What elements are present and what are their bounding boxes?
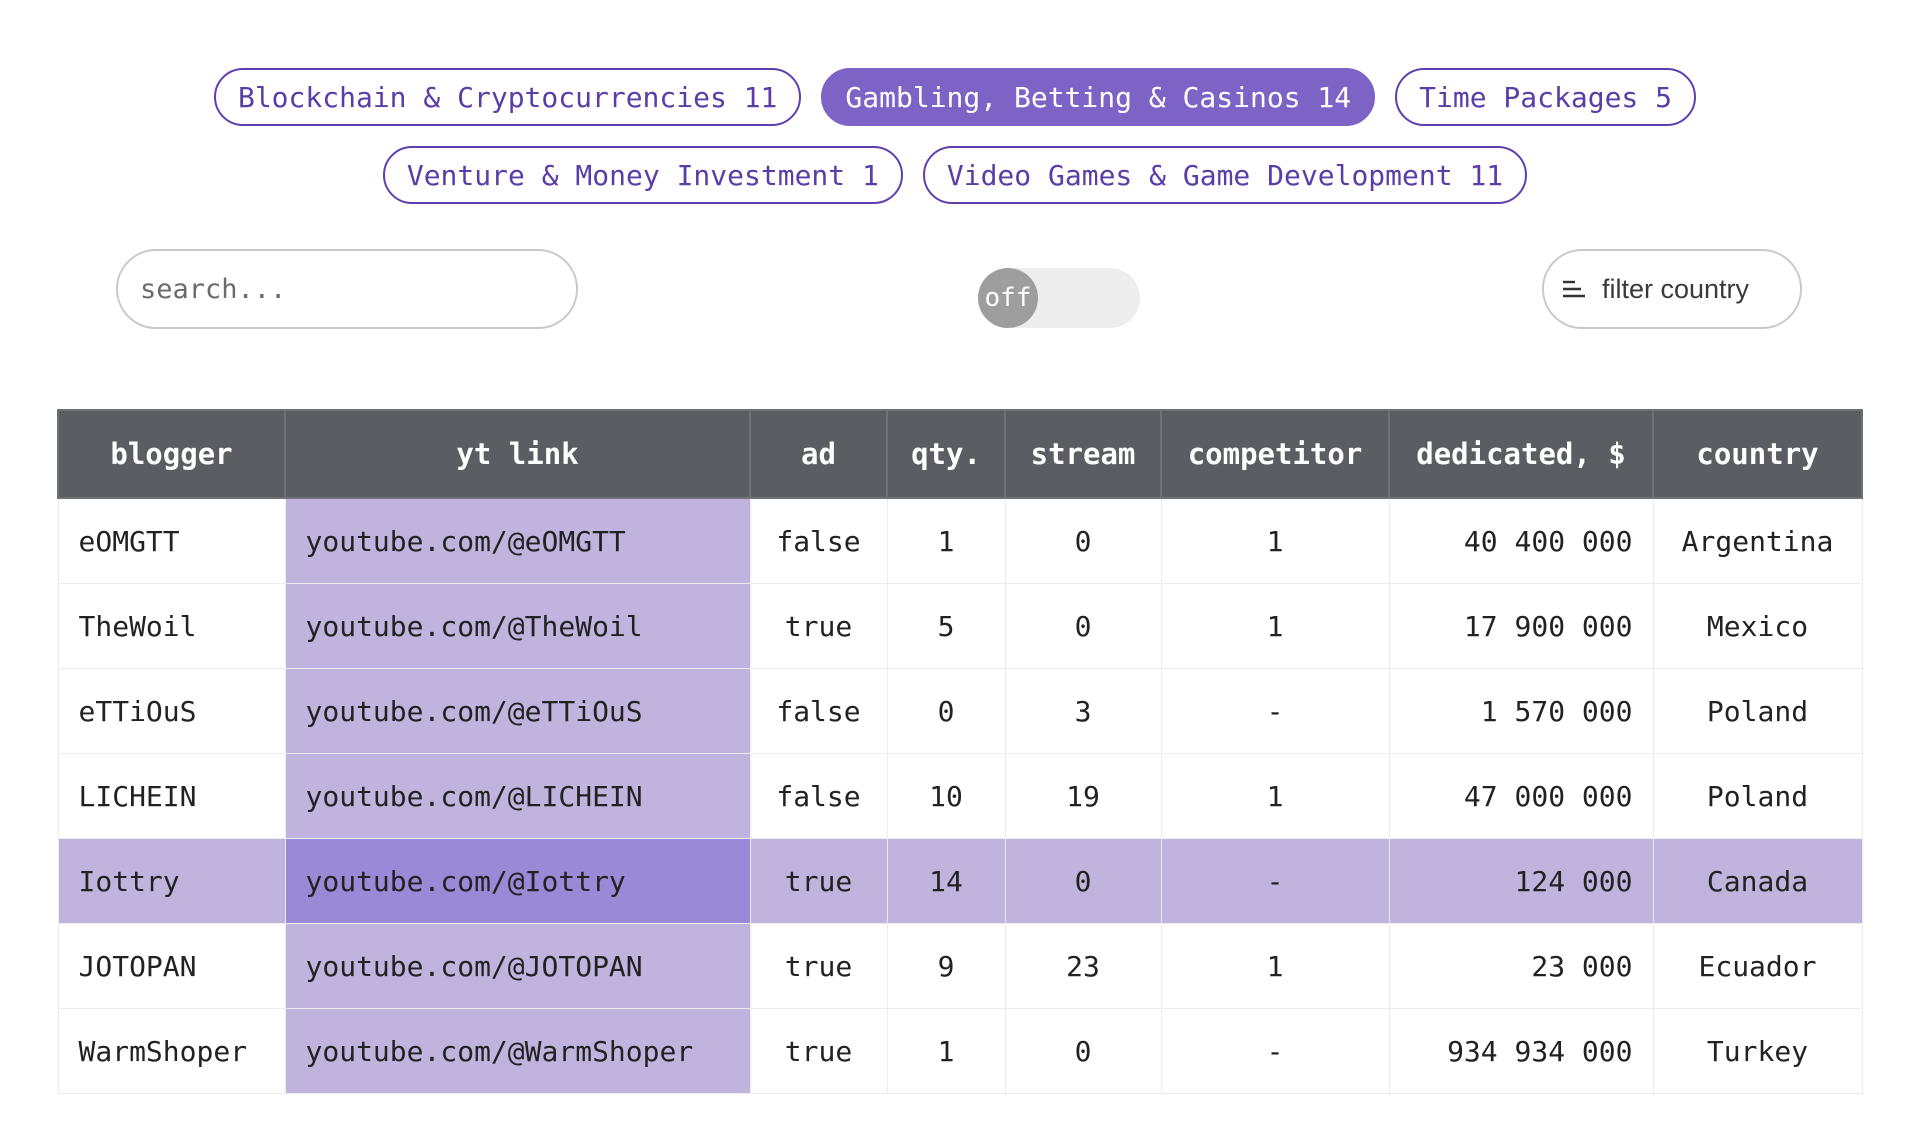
cell-qty: 10 — [886, 753, 1006, 839]
table-row[interactable]: JOTOPAN youtube.com/@JOTOPAN true 9 23 1… — [57, 923, 1863, 1009]
cell-blogger: LICHEIN — [57, 753, 286, 839]
cell-country: Mexico — [1652, 583, 1863, 669]
cell-dedicated: 17 900 000 — [1388, 583, 1654, 669]
cell-dedicated: 934 934 000 — [1388, 1008, 1654, 1094]
cell-yt-link[interactable]: youtube.com/@eTTiOuS — [284, 668, 751, 754]
cell-dedicated: 40 400 000 — [1388, 497, 1654, 584]
cell-qty: 9 — [886, 923, 1006, 1009]
tag-video-games[interactable]: Video Games & Game Development 11 — [922, 146, 1528, 204]
cell-qty: 1 — [886, 1008, 1006, 1094]
cell-blogger: JOTOPAN — [57, 923, 286, 1009]
filter-country-button[interactable]: filter country — [1542, 249, 1802, 329]
cell-yt-link[interactable]: youtube.com/@LICHEIN — [284, 753, 751, 839]
tag-blockchain[interactable]: Blockchain & Cryptocurrencies 11 — [213, 68, 802, 126]
cell-country: Turkey — [1652, 1008, 1863, 1094]
tag-time-packages[interactable]: Time Packages 5 — [1395, 68, 1697, 126]
cell-ad: false — [749, 497, 888, 584]
tag-venture[interactable]: Venture & Money Investment 1 — [382, 146, 903, 204]
col-header-yt-link[interactable]: yt link — [284, 409, 751, 499]
col-header-competitor[interactable]: competitor — [1160, 409, 1390, 499]
cell-stream: 19 — [1004, 753, 1162, 839]
cell-qty: 1 — [886, 497, 1006, 584]
table-row[interactable]: eTTiOuS youtube.com/@eTTiOuS false 0 3 -… — [57, 668, 1863, 754]
col-header-ad[interactable]: ad — [749, 409, 888, 499]
bloggers-table: blogger yt link ad qty. stream competito… — [57, 409, 1863, 1094]
cell-competitor: 1 — [1160, 753, 1390, 839]
cell-yt-link[interactable]: youtube.com/@TheWoil — [284, 583, 751, 669]
cell-dedicated: 47 000 000 — [1388, 753, 1654, 839]
table-row[interactable]: eOMGTT youtube.com/@eOMGTT false 1 0 1 4… — [57, 497, 1863, 584]
category-tags-row-1: Blockchain & Cryptocurrencies 11 Gamblin… — [213, 68, 1697, 126]
col-header-country[interactable]: country — [1652, 409, 1863, 499]
col-header-dedicated[interactable]: dedicated, $ — [1388, 409, 1654, 499]
cell-stream: 23 — [1004, 923, 1162, 1009]
cell-qty: 5 — [886, 583, 1006, 669]
cell-country: Ecuador — [1652, 923, 1863, 1009]
cell-stream: 0 — [1004, 1008, 1162, 1094]
cell-dedicated: 124 000 — [1388, 838, 1654, 924]
col-header-blogger[interactable]: blogger — [57, 409, 286, 499]
cell-ad: true — [749, 1008, 888, 1094]
cell-competitor: 1 — [1160, 923, 1390, 1009]
filter-country-label: filter country — [1602, 273, 1750, 304]
cell-competitor: - — [1160, 838, 1390, 924]
category-tags-row-2: Venture & Money Investment 1 Video Games… — [382, 146, 1528, 204]
category-tags: Blockchain & Cryptocurrencies 11 Gamblin… — [0, 68, 1910, 204]
cell-competitor: 1 — [1160, 497, 1390, 584]
cell-competitor: - — [1160, 668, 1390, 754]
table-row[interactable]: WarmShoper youtube.com/@WarmShoper true … — [57, 1008, 1863, 1094]
cell-ad: false — [749, 668, 888, 754]
cell-competitor: 1 — [1160, 583, 1390, 669]
cell-ad: false — [749, 753, 888, 839]
cell-stream: 0 — [1004, 838, 1162, 924]
cell-stream: 3 — [1004, 668, 1162, 754]
table-header-row: blogger yt link ad qty. stream competito… — [57, 409, 1863, 499]
cell-country: Poland — [1652, 753, 1863, 839]
table-row-highlighted[interactable]: Iottry youtube.com/@Iottry true 14 0 - 1… — [57, 838, 1863, 924]
cell-ad: true — [749, 583, 888, 669]
search-input[interactable] — [116, 249, 578, 329]
toggle-knob: off — [978, 268, 1038, 328]
cell-yt-link[interactable]: youtube.com/@JOTOPAN — [284, 923, 751, 1009]
cell-country: Argentina — [1652, 497, 1863, 584]
cell-country: Canada — [1652, 838, 1863, 924]
cell-country: Poland — [1652, 668, 1863, 754]
cell-ad: true — [749, 838, 888, 924]
cell-qty: 14 — [886, 838, 1006, 924]
cell-blogger: WarmShoper — [57, 1008, 286, 1094]
cell-dedicated: 1 570 000 — [1388, 668, 1654, 754]
cell-ad: true — [749, 923, 888, 1009]
cell-blogger: TheWoil — [57, 583, 286, 669]
cell-blogger: Iottry — [57, 838, 286, 924]
filter-lines-icon — [1563, 280, 1585, 298]
cell-dedicated: 23 000 — [1388, 923, 1654, 1009]
cell-stream: 0 — [1004, 583, 1162, 669]
tag-gambling[interactable]: Gambling, Betting & Casinos 14 — [821, 68, 1376, 126]
cell-yt-link[interactable]: youtube.com/@WarmShoper — [284, 1008, 751, 1094]
cell-stream: 0 — [1004, 497, 1162, 584]
cell-competitor: - — [1160, 1008, 1390, 1094]
col-header-qty[interactable]: qty. — [886, 409, 1006, 499]
table-row[interactable]: TheWoil youtube.com/@TheWoil true 5 0 1 … — [57, 583, 1863, 669]
col-header-stream[interactable]: stream — [1004, 409, 1162, 499]
cell-blogger: eOMGTT — [57, 497, 286, 584]
table-row[interactable]: LICHEIN youtube.com/@LICHEIN false 10 19… — [57, 753, 1863, 839]
toggle-switch[interactable]: off — [978, 268, 1140, 328]
cell-yt-link[interactable]: youtube.com/@eOMGTT — [284, 497, 751, 584]
cell-qty: 0 — [886, 668, 1006, 754]
cell-blogger: eTTiOuS — [57, 668, 286, 754]
cell-yt-link[interactable]: youtube.com/@Iottry — [284, 838, 751, 924]
